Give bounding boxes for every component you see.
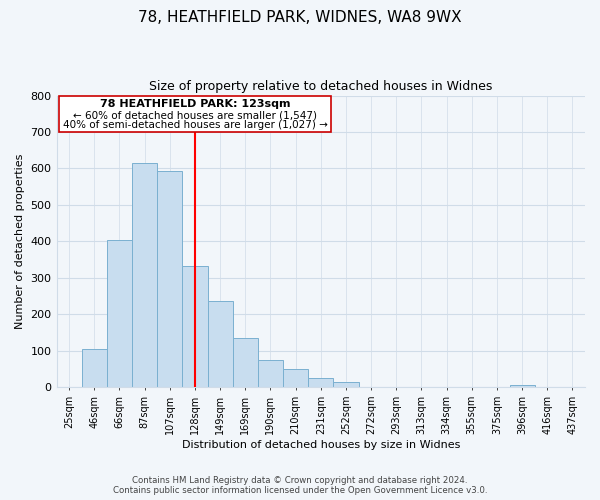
Bar: [283, 370, 308, 388]
Bar: [509, 385, 535, 388]
Bar: [308, 378, 334, 388]
Text: 78 HEATHFIELD PARK: 123sqm: 78 HEATHFIELD PARK: 123sqm: [100, 99, 290, 109]
Bar: [132, 164, 157, 388]
FancyBboxPatch shape: [59, 96, 331, 132]
Bar: [258, 360, 283, 388]
X-axis label: Distribution of detached houses by size in Widnes: Distribution of detached houses by size …: [182, 440, 460, 450]
Bar: [334, 382, 359, 388]
Bar: [208, 301, 233, 388]
Bar: [182, 266, 208, 388]
Text: ← 60% of detached houses are smaller (1,547): ← 60% of detached houses are smaller (1,…: [73, 111, 317, 121]
Title: Size of property relative to detached houses in Widnes: Size of property relative to detached ho…: [149, 80, 493, 93]
Bar: [233, 338, 258, 388]
Bar: [82, 349, 107, 388]
Bar: [157, 172, 182, 388]
Y-axis label: Number of detached properties: Number of detached properties: [15, 154, 25, 329]
Bar: [107, 240, 132, 388]
Text: Contains HM Land Registry data © Crown copyright and database right 2024.
Contai: Contains HM Land Registry data © Crown c…: [113, 476, 487, 495]
Text: 78, HEATHFIELD PARK, WIDNES, WA8 9WX: 78, HEATHFIELD PARK, WIDNES, WA8 9WX: [138, 10, 462, 25]
Text: 40% of semi-detached houses are larger (1,027) →: 40% of semi-detached houses are larger (…: [62, 120, 328, 130]
